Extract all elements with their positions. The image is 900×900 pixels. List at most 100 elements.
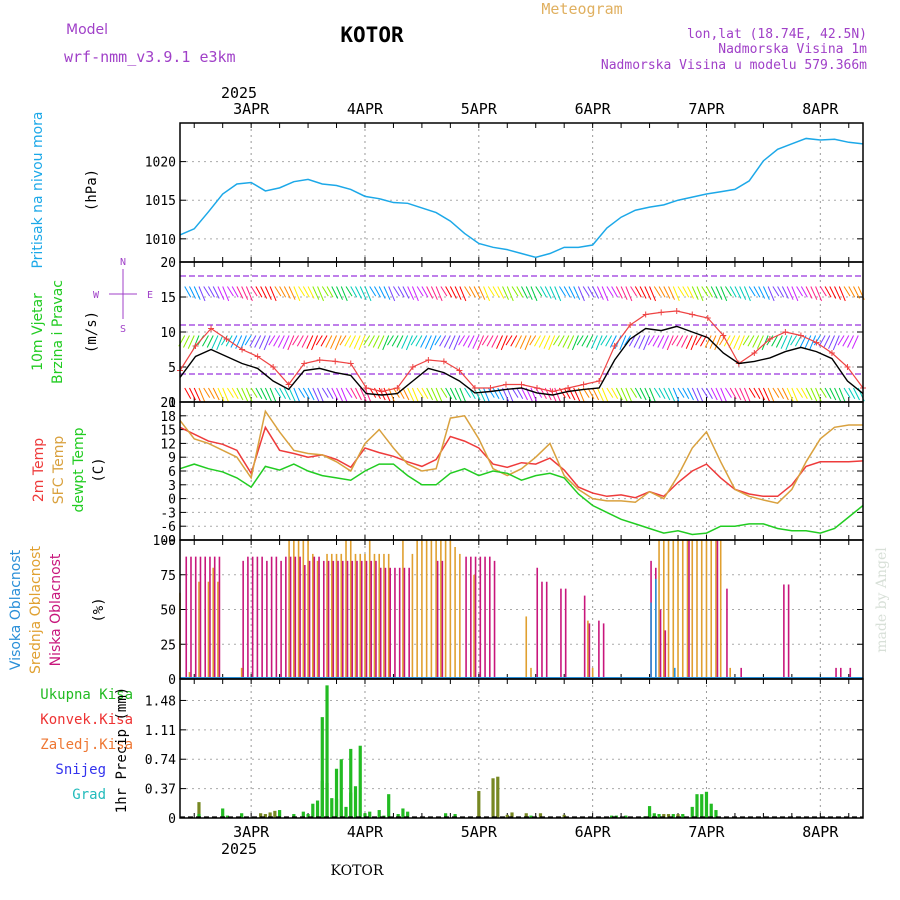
sfc-temp-line [179, 409, 863, 505]
wind-legend-line1: 10m Vjetar [30, 293, 46, 371]
wind-gust-marker [363, 385, 370, 391]
precip-frontal-bar [510, 812, 514, 818]
wind-barb [401, 335, 409, 349]
wind-gust-marker [611, 343, 618, 349]
wind-barb [739, 286, 747, 300]
wind-barb [628, 335, 636, 347]
wind-barb [478, 286, 486, 300]
wind-barbs [178, 275, 865, 403]
wind-barb [838, 387, 846, 403]
wind-barb [363, 335, 371, 346]
wind-gust-marker [456, 367, 463, 374]
wind-barb [355, 286, 362, 299]
wind-barb [643, 335, 651, 351]
wind-barb [649, 387, 657, 403]
wind-barb [529, 335, 537, 346]
wind-gust-marker [394, 385, 401, 391]
pressure-line [179, 137, 864, 259]
wind-barb [767, 387, 775, 403]
wind-barb [326, 286, 334, 298]
wind-barb [410, 335, 418, 346]
wind-barb [429, 335, 437, 351]
wind-barb [216, 335, 224, 351]
wind-barb [244, 335, 252, 346]
wind-barb [302, 387, 310, 400]
wind-barb [515, 335, 522, 348]
wind-barb [624, 335, 632, 346]
wind-barb [312, 286, 320, 300]
wind-barb [245, 387, 253, 403]
wind-gust-marker [766, 336, 773, 342]
wind-barb [739, 387, 747, 402]
wind-barb [350, 387, 358, 400]
wind-barb [519, 335, 527, 349]
wind-gust-marker [440, 358, 447, 365]
wind-barb [843, 286, 851, 297]
y-tick-label: 100 [153, 534, 176, 549]
wind-barb [321, 387, 329, 398]
wind-barb [511, 387, 519, 398]
wind-barb [388, 387, 396, 403]
wind-barb [762, 286, 770, 300]
wind-barb [274, 286, 282, 297]
panel-background [180, 123, 863, 262]
wind-barb [630, 387, 638, 398]
wind-barb [715, 387, 723, 402]
wind-gust-marker [642, 311, 649, 318]
cloud-high-legend: Visoka Oblacnost [8, 549, 24, 670]
wind-barb [728, 335, 736, 348]
wind-barb [668, 387, 675, 402]
wind-barb [606, 387, 614, 398]
precip-conv-bar [358, 745, 362, 818]
wind-barb [647, 335, 655, 346]
wind-barb [241, 286, 249, 300]
wind-barb [231, 387, 239, 400]
wind-barb [368, 335, 375, 347]
wind-barb [331, 286, 339, 299]
wind-barb [530, 286, 538, 302]
y-tick-label: 21 [160, 396, 176, 411]
wind-barb [502, 286, 509, 300]
wind-barb [777, 286, 785, 298]
wind-barb [600, 335, 608, 346]
wind-barb [677, 286, 685, 297]
wind-barb [483, 387, 491, 403]
y-tick-label: 0 [168, 673, 176, 688]
wind-barb [606, 286, 614, 297]
wind-barb [222, 387, 230, 403]
wind-gust-marker [797, 332, 804, 339]
wind-barb [464, 286, 472, 297]
precip-total-bar [311, 803, 315, 818]
wind-barb [834, 286, 841, 300]
precip-total-bar [681, 814, 685, 818]
wind-barb [662, 335, 669, 349]
wind-barb [800, 387, 808, 400]
wind-barb [563, 286, 571, 298]
wind-barb [785, 335, 793, 351]
y-tick-label: 6 [168, 465, 176, 480]
wind-barb [306, 335, 314, 349]
wind-barb [663, 286, 671, 299]
wind-barb [212, 387, 220, 401]
wind-barb [274, 387, 282, 398]
precip-total-bar [709, 803, 713, 818]
y-tick-label: 50 [160, 604, 176, 619]
wind-barb [771, 335, 779, 347]
wind-barb [506, 286, 514, 302]
wind-barb [472, 335, 480, 349]
wind-barb [762, 387, 770, 402]
plot-area: 10101015102005101520-9-6-303691215182102… [145, 122, 866, 827]
wind-barb [834, 387, 841, 402]
cloud-low-legend: Niska Oblacnost [48, 553, 64, 666]
wind-barb [339, 335, 347, 346]
wind-barb [658, 286, 666, 298]
wind-barb [296, 335, 304, 347]
wind-barb [402, 387, 410, 401]
wind-barb [462, 335, 470, 347]
wind-barb [772, 387, 780, 398]
wind-barb [349, 335, 356, 348]
wind-gust-marker [332, 358, 339, 365]
y-tick-label: 0 [168, 396, 176, 411]
wind-barb [458, 335, 466, 346]
